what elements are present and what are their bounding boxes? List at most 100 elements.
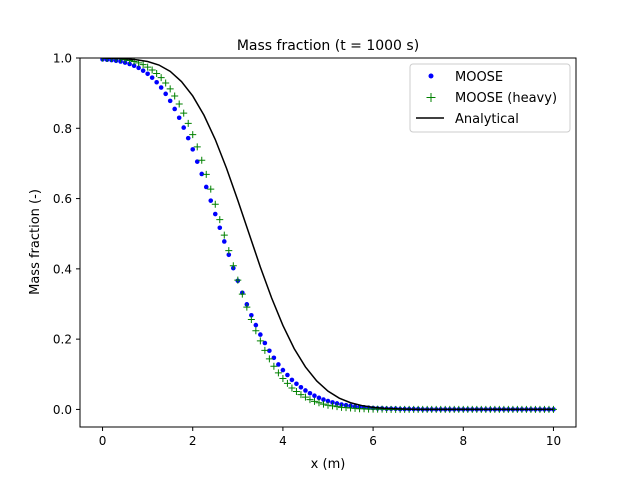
moose-point (307, 390, 313, 396)
moose-heavy-point (274, 369, 282, 377)
legend-dot-marker (428, 73, 434, 79)
moose-point (330, 400, 335, 405)
x-tick-label: 4 (279, 434, 287, 448)
moose-heavy-point (252, 327, 260, 335)
x-axis-label: x (m) (311, 457, 346, 472)
chart-title: Mass fraction (t = 1000 s) (237, 38, 419, 54)
moose-point (271, 355, 277, 361)
moose-heavy-point (207, 185, 215, 193)
moose-point (226, 252, 232, 258)
moose-point (217, 225, 223, 231)
moose-point (172, 106, 177, 112)
moose-point (285, 372, 290, 378)
moose-heavy-point (139, 61, 147, 69)
moose-heavy-point (324, 401, 332, 409)
moose-heavy-point (171, 92, 179, 100)
legend: MOOSE MOOSE (heavy) Analytical (409, 63, 571, 133)
plot-border (79, 57, 577, 428)
y-axis-label: Mass fraction (-) (28, 189, 43, 295)
legend-label: Analytical (455, 112, 519, 127)
moose-point (149, 75, 155, 80)
moose-point (249, 312, 254, 318)
moose-point (312, 393, 317, 399)
legend-label: MOOSE (455, 70, 503, 85)
x-tick-label: 10 (546, 434, 561, 448)
moose-heavy-point (144, 63, 152, 71)
moose-point (303, 388, 308, 393)
moose-heavy-point (99, 58, 107, 62)
moose-point (267, 348, 272, 354)
moose-heavy-point (315, 399, 323, 407)
moose-heavy-point (211, 200, 219, 208)
moose-heavy-point (220, 231, 228, 239)
moose-heavy-point (297, 391, 305, 399)
moose-point (181, 125, 187, 130)
y-tick-label: 1.0 (53, 52, 72, 66)
moose-heavy-point (333, 403, 341, 411)
moose-point (190, 147, 196, 152)
moose-heavy-point (265, 355, 273, 363)
moose-heavy-point (153, 69, 161, 77)
moose-point (199, 171, 205, 177)
y-tick-label: 0.0 (53, 403, 72, 417)
moose-point (325, 398, 331, 404)
moose-point (276, 362, 281, 367)
moose-point (154, 79, 159, 85)
moose-heavy-point (306, 396, 314, 404)
data-layer (99, 58, 557, 413)
legend-item-moose-heavy: MOOSE (heavy) (426, 91, 557, 106)
moose-heavy-point (229, 262, 237, 270)
moose-point (176, 115, 182, 121)
moose-heavy-point (162, 79, 170, 87)
moose-point (221, 239, 227, 244)
moose-heavy-point (175, 100, 183, 108)
moose-heavy-point (310, 397, 318, 405)
moose-point (127, 61, 132, 67)
moose-point (316, 395, 322, 401)
moose-heavy-point (301, 393, 309, 401)
moose-heavy-point (247, 315, 255, 323)
y-tick-label: 0.2 (53, 333, 72, 347)
x-axis: 0 2 4 6 8 10 (99, 427, 561, 448)
moose-heavy-point (202, 170, 210, 178)
moose-point (140, 68, 146, 73)
moose-point (294, 381, 299, 387)
moose-point (258, 332, 263, 337)
moose-heavy-point (184, 119, 192, 127)
y-axis: 0.0 0.2 0.4 0.6 0.8 1.0 (53, 52, 80, 417)
moose-heavy-point (193, 143, 201, 151)
moose-point (289, 377, 295, 383)
moose-point (208, 198, 214, 203)
moose-heavy-point (288, 384, 296, 392)
moose-heavy-point (121, 58, 129, 64)
moose-heavy-point (166, 85, 174, 93)
moose-heavy-point (157, 74, 165, 82)
moose-heavy-point (225, 247, 233, 255)
moose-point (298, 384, 304, 390)
x-tick-label: 6 (369, 434, 377, 448)
moose-point (145, 71, 150, 77)
moose-heavy-point (270, 362, 278, 370)
moose-point (280, 367, 286, 373)
legend-item-analytical: Analytical (416, 112, 519, 127)
moose-heavy-point (234, 276, 242, 284)
moose-point (167, 98, 173, 104)
moose-heavy-point (180, 109, 188, 117)
moose-point (253, 322, 259, 328)
x-tick-label: 8 (459, 434, 467, 448)
moose-point (203, 184, 209, 190)
moose-heavy-point (292, 388, 300, 396)
legend-box (409, 63, 571, 133)
y-tick-label: 0.8 (53, 122, 72, 136)
series-analytical (102, 58, 554, 411)
analytical-line (102, 58, 554, 411)
moose-point (321, 397, 326, 402)
x-tick-label: 2 (189, 434, 197, 448)
moose-heavy-point (261, 346, 269, 354)
moose-heavy-point (198, 156, 206, 164)
moose-point (136, 65, 141, 71)
moose-heavy-point (256, 337, 264, 345)
legend-plus-marker (426, 93, 436, 102)
